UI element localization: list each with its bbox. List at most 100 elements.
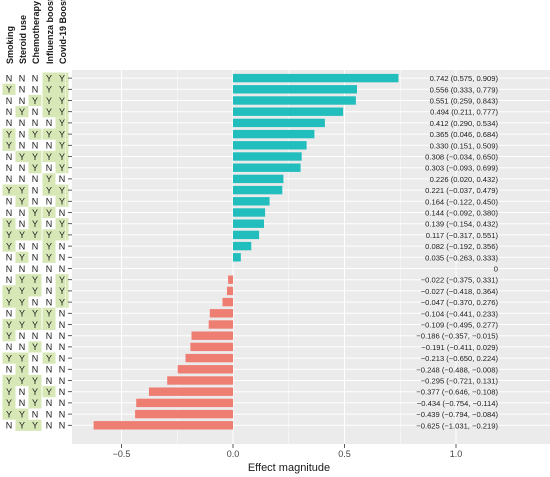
factor-cell-yes <box>55 128 69 140</box>
factor-value: Y <box>32 286 38 296</box>
factor-value: Y <box>59 96 65 106</box>
factor-value: Y <box>46 353 52 363</box>
factor-cell-yes <box>42 106 56 118</box>
factor-value: Y <box>59 286 65 296</box>
factor-cell-yes <box>15 184 29 196</box>
factor-cell-yes <box>2 296 16 308</box>
factor-cell-yes <box>55 94 69 107</box>
value-label: 0.221 (−0.037, 0.479) <box>425 186 498 195</box>
factor-cell-yes <box>2 330 16 342</box>
value-label: 0.035 (−0.263, 0.333) <box>425 253 498 262</box>
factor-cell-yes <box>2 408 16 420</box>
factor-value: N <box>32 141 39 151</box>
x-tick-label: −0.5 <box>113 449 131 459</box>
factor-value: Y <box>19 353 25 363</box>
bar <box>233 73 399 83</box>
factor-value: Y <box>59 297 65 307</box>
factor-value: Y <box>32 387 38 397</box>
factor-cell-yes <box>15 251 29 263</box>
value-label: −0.109 (−0.495, 0.277) <box>421 321 499 330</box>
value-label: −0.022 (−0.375, 0.331) <box>421 276 499 285</box>
factor-value: N <box>46 275 53 285</box>
factor-value: Y <box>19 409 25 419</box>
bar <box>185 353 233 363</box>
factor-value: Y <box>19 286 25 296</box>
factor-value: Y <box>19 421 25 431</box>
factor-value: N <box>59 320 66 330</box>
factor-cell-yes <box>42 72 56 84</box>
factor-value: Y <box>6 409 12 419</box>
value-label: −0.191 (−0.411, 0.029) <box>421 343 498 352</box>
factor-cell-yes <box>28 206 42 219</box>
factor-value: N <box>59 253 66 263</box>
bar <box>233 230 260 240</box>
bar <box>233 241 252 251</box>
factor-cell-yes <box>55 139 69 151</box>
factor-value: N <box>19 141 26 151</box>
bar <box>191 331 233 340</box>
factor-cell-yes <box>55 195 69 207</box>
factor-value: Y <box>32 96 38 106</box>
factor-value: Y <box>59 73 65 83</box>
factor-cell-yes <box>15 274 29 286</box>
factor-value: N <box>32 73 39 83</box>
value-label: −0.295 (−0.721, 0.131) <box>421 377 499 386</box>
factor-value: N <box>19 219 26 229</box>
factor-value: N <box>59 208 66 218</box>
factor-value: Y <box>59 129 65 139</box>
factor-value: N <box>6 118 13 128</box>
bar <box>228 275 233 284</box>
factor-value: Y <box>19 230 25 240</box>
factor-value: Y <box>59 152 65 162</box>
factor-cell-yes <box>42 318 56 331</box>
factor-cell-yes <box>28 150 42 163</box>
factor-value: Y <box>46 85 52 95</box>
factor-value: N <box>19 387 26 397</box>
bar <box>136 398 233 408</box>
factor-cell-yes <box>28 307 42 319</box>
factor-value: N <box>46 118 53 128</box>
factor-value: Y <box>46 230 52 240</box>
factor-value: Y <box>6 398 12 408</box>
factor-value: N <box>32 174 39 184</box>
factor-value: N <box>59 174 66 184</box>
factor-value: N <box>59 365 66 375</box>
factor-value: N <box>46 365 53 375</box>
factor-cell-yes <box>15 408 29 420</box>
factor-cell-yes <box>15 195 29 207</box>
factor-value: N <box>46 297 53 307</box>
factor-value: Y <box>46 73 52 83</box>
x-axis: −0.5 0.0 0.5 1.0 <box>113 444 462 459</box>
bar <box>233 118 325 128</box>
factor-value: N <box>19 118 26 128</box>
factor-cell-yes <box>15 150 29 163</box>
bar <box>233 174 284 184</box>
factor-value: N <box>19 331 26 341</box>
factor-value: Y <box>19 297 25 307</box>
factor-cell-yes <box>28 318 42 331</box>
bar <box>233 208 266 217</box>
factor-value: N <box>19 264 26 274</box>
factor-value: N <box>32 365 39 375</box>
factor-cell-yes <box>28 341 42 353</box>
factor-value: N <box>46 421 53 431</box>
value-label: −0.186 (−0.357, −0.015) <box>416 332 498 341</box>
factor-cell-yes <box>28 386 42 398</box>
factor-value: N <box>6 96 13 106</box>
factor-value: Y <box>46 253 52 263</box>
factor-cell-yes <box>55 117 69 129</box>
factor-cell-yes <box>2 218 16 230</box>
value-label: −0.047 (−0.370, 0.276) <box>421 298 499 307</box>
x-tick-label: 0.0 <box>227 449 240 459</box>
factor-value: N <box>19 73 26 83</box>
factor-value: Y <box>32 421 38 431</box>
factor-value: Y <box>6 241 12 251</box>
factor-value: Y <box>46 185 52 195</box>
factor-value: Y <box>6 230 12 240</box>
value-label: 0.551 (0.259, 0.843) <box>430 97 499 106</box>
bar <box>167 376 233 385</box>
factor-cell-yes <box>28 94 42 107</box>
factor-cell-yes <box>55 72 69 84</box>
factor-value: Y <box>32 129 38 139</box>
value-label: 0.365 (0.046, 0.684) <box>430 130 499 139</box>
